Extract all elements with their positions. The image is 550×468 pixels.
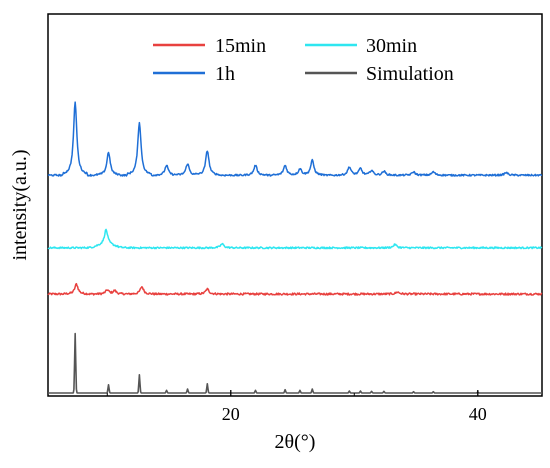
legend-label-15min: 15min <box>215 35 266 57</box>
legend-label-1h: 1h <box>215 63 235 85</box>
series-line-30min <box>47 228 543 250</box>
legend-entry-1h: 1h <box>153 63 235 85</box>
y-axis-label: intensity(a.u.) <box>9 149 31 260</box>
legend-entry-15min: 15min <box>153 35 266 57</box>
series-layer <box>47 101 543 394</box>
legend: 15min 30min 1h Simulation <box>153 35 454 85</box>
legend-entry-simulation: Simulation <box>305 63 454 85</box>
legend-label-simulation: Simulation <box>366 63 454 85</box>
series-line-1h <box>47 101 543 177</box>
series-line-15min <box>47 282 543 296</box>
x-axis-label: 2θ(°) <box>275 431 316 453</box>
legend-label-30min: 30min <box>366 35 417 57</box>
legend-entry-30min: 30min <box>305 35 417 57</box>
plot-area: 20 40 <box>47 13 543 424</box>
x-tick-label-20: 20 <box>222 404 240 424</box>
x-axis-ticks: 20 40 <box>106 390 487 424</box>
x-tick-label-40: 40 <box>469 404 487 424</box>
plot-frame <box>47 13 543 397</box>
series-line-simulation <box>47 332 543 394</box>
